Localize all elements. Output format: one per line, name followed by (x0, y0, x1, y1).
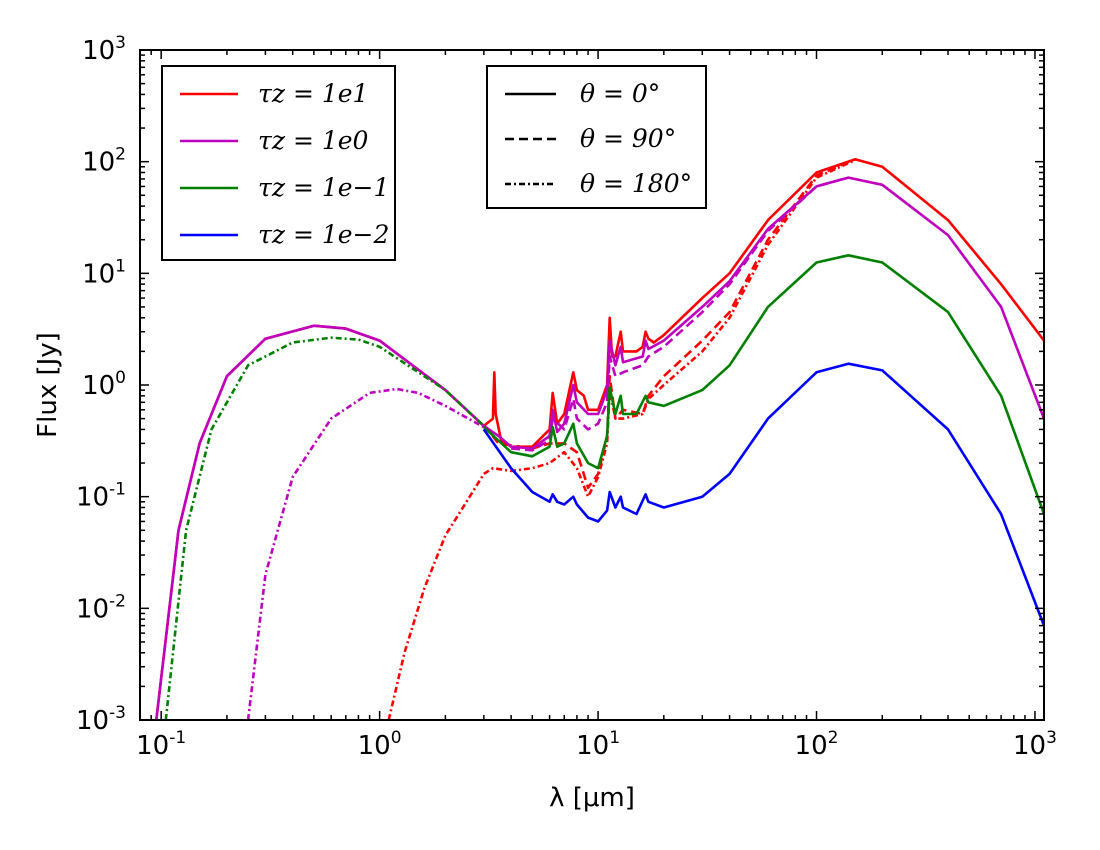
y-axis-label: Flux [Jy] (33, 332, 63, 438)
series-line-tau-1e-1-theta-180 (164, 336, 485, 720)
y-tick-label: 100 (82, 368, 126, 401)
series-line-tau-1e0-theta-0 (155, 176, 1044, 720)
series-line-tau-1e-2-theta-0 (482, 362, 1044, 627)
series-line-tau-1e0-theta-90 (510, 176, 849, 452)
legend-tau-box (161, 65, 396, 261)
y-tick-label: 101 (82, 256, 126, 289)
x-tick-label: 100 (358, 728, 402, 761)
legend-theta: θ = 0° θ = 90° θ = 180° (486, 65, 707, 209)
y-tick-label: 103 (82, 33, 126, 66)
y-tick-label: 10-2 (76, 591, 126, 624)
legend-tau-entry-label: τz = 1e−2 (258, 220, 389, 249)
x-tick-label: 10-1 (136, 728, 186, 761)
y-tick-label: 10-3 (76, 703, 126, 736)
legend-tau-entry-label: τz = 1e0 (258, 126, 369, 155)
legend-theta-entry-label: θ = 90° (580, 124, 676, 153)
legend-theta-entry-label: θ = 0° (580, 79, 660, 108)
series-line-tau-1e1-theta-180 (387, 159, 856, 720)
x-axis-label: λ [μm] (549, 783, 635, 813)
series-line-tau-1e-1-theta-0 (482, 254, 1044, 515)
x-tick-label: 103 (1013, 728, 1057, 761)
y-tick-label: 102 (82, 145, 126, 178)
y-tick-label: 10-1 (76, 480, 126, 513)
legend-tau-entry-label: τz = 1e1 (258, 79, 368, 108)
legend-theta-entry-label: θ = 180° (580, 169, 692, 198)
legend-tau: τz = 1e1 τz = 1e0 τz = 1e−1 τz = 1e−2 (161, 65, 396, 261)
x-tick-label: 102 (795, 728, 839, 761)
legend-tau-entry-label: τz = 1e−1 (258, 173, 389, 202)
x-tick-label: 101 (576, 728, 620, 761)
